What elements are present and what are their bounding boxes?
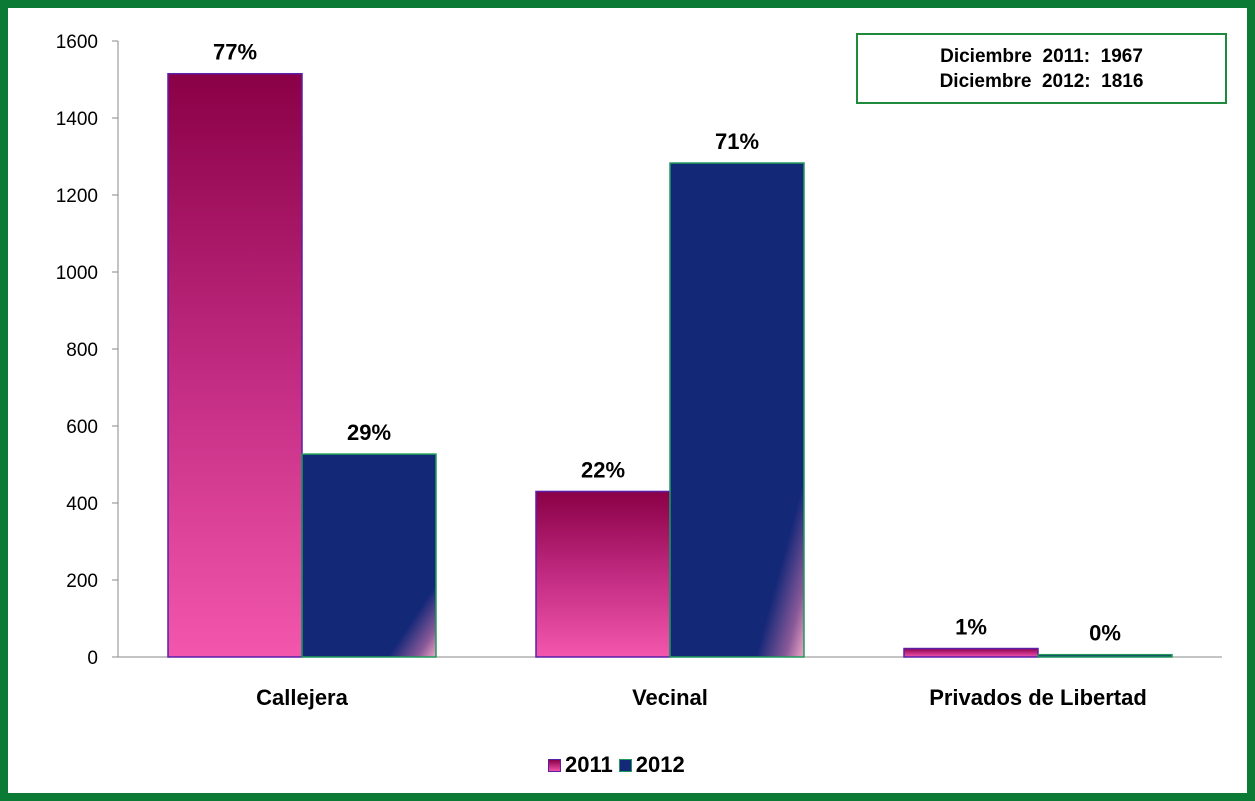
bar-2011-0 [167, 72, 303, 658]
bar-2011-1 [535, 490, 671, 658]
y-tick-label: 1000 [56, 263, 98, 284]
bar-2011-2 [903, 647, 1039, 658]
data-label-2012-1: 71% [715, 129, 759, 154]
legend-swatch-2012 [618, 758, 632, 772]
y-tick-label: 1400 [56, 109, 98, 130]
data-label-2011-1: 22% [581, 457, 625, 482]
chart-legend: 2011 2012 [548, 752, 691, 778]
data-label-2011-2: 1% [955, 615, 987, 640]
x-tick-label: Privados de Libertad [929, 685, 1147, 710]
legend-label-2012: 2012 [635, 752, 685, 777]
y-tick-label: 1600 [56, 32, 98, 53]
x-tick-label: Callejera [256, 685, 348, 710]
bar-2012-1 [669, 162, 805, 658]
totals-info-box: Diciembre 2011: 1967 Diciembre 2012: 181… [856, 33, 1227, 104]
info-line-2011: Diciembre 2011: 1967 [940, 45, 1143, 67]
x-tick-label: Vecinal [632, 685, 708, 710]
data-label-2012-0: 29% [347, 420, 391, 445]
y-tick-label: 1200 [56, 186, 98, 207]
data-label-2012-2: 0% [1089, 621, 1121, 646]
y-tick-label: 800 [66, 340, 98, 361]
legend-item-2011: 2011 [548, 752, 613, 778]
bar-2012-2 [1037, 653, 1173, 658]
legend-label-2011: 2011 [565, 752, 613, 777]
legend-swatch-2011 [548, 758, 561, 772]
data-label-2011-0: 77% [213, 40, 257, 65]
y-tick-label: 400 [66, 494, 98, 515]
legend-item-2012: 2012 [618, 752, 685, 778]
info-line-2012: Diciembre 2012: 1816 [939, 70, 1144, 92]
y-tick-label: 200 [66, 571, 98, 592]
y-tick-label: 600 [66, 417, 98, 438]
bar-2012-0 [301, 453, 437, 658]
y-tick-label: 0 [87, 648, 98, 669]
